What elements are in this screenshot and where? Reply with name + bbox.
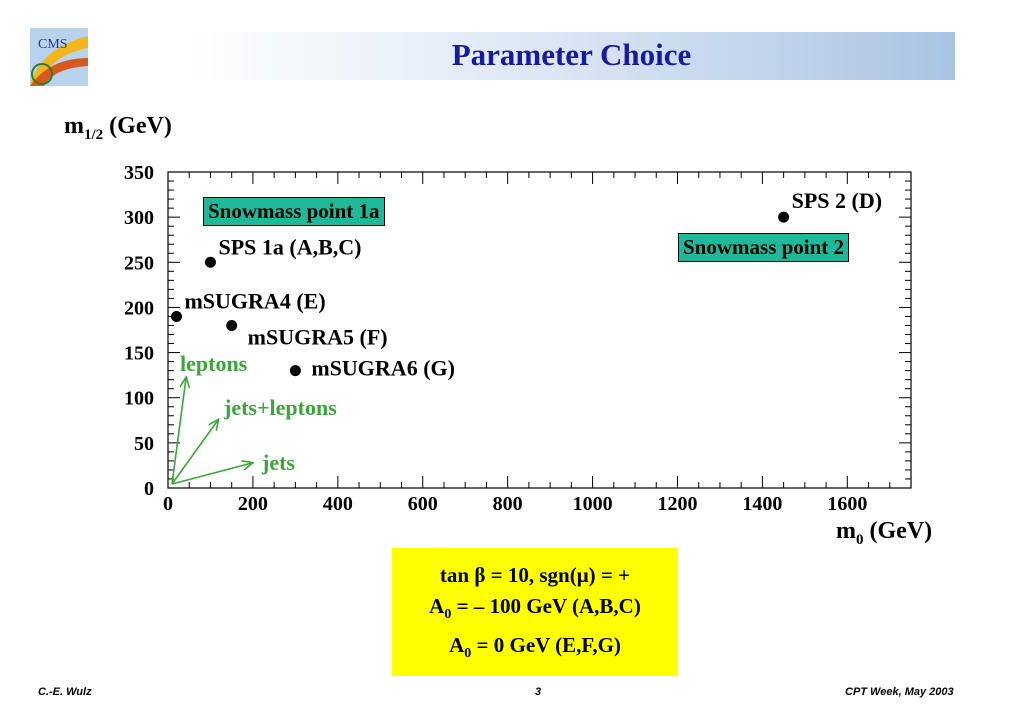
- data-point: [204, 256, 216, 268]
- y-tick-label: 250: [124, 252, 154, 274]
- footer-author: C.-E. Wulz: [38, 686, 92, 698]
- data-point-label: SPS 2 (D): [792, 188, 882, 213]
- data-point-label: mSUGRA4 (E): [184, 288, 325, 313]
- signature-arrow-label: jets: [261, 450, 295, 475]
- param-line-1: tan β = 10, sgn(μ) = +: [439, 563, 631, 587]
- snowmass-1a-box: Snowmass point 1a: [203, 197, 385, 226]
- y-tick-label: 300: [124, 207, 154, 229]
- y-tick-label: 0: [144, 478, 154, 500]
- x-tick-label: 1000: [573, 493, 613, 515]
- x-tick-label: 400: [323, 493, 353, 515]
- signature-arrow: [171, 378, 186, 485]
- param-line-3: A0 = 0 GeV (E,F,G): [449, 633, 621, 662]
- signature-arrow-label: jets+leptons: [223, 395, 337, 420]
- y-tick-label: 350: [124, 162, 154, 184]
- title-bar: [188, 32, 955, 80]
- x-tick-label: 1400: [742, 493, 782, 515]
- x-tick-label: 600: [408, 493, 438, 515]
- svg-text:CMS: CMS: [38, 37, 68, 52]
- x-axis-label: m0 (GeV): [836, 518, 933, 548]
- tick-marks: [167, 171, 912, 489]
- signature-arrow: [171, 463, 252, 485]
- footer-page-number: 3: [535, 686, 542, 698]
- snowmass-2-box: Snowmass point 2: [678, 233, 850, 262]
- data-point: [778, 211, 790, 223]
- y-tick-label: 150: [124, 343, 154, 365]
- slide-title: Parameter Choice: [451, 37, 692, 72]
- y-axis-label: m1/2 (GeV): [64, 113, 172, 143]
- plot-frame: [167, 171, 912, 489]
- y-tick-label: 100: [124, 388, 154, 410]
- param-line-2: A0 = – 100 GeV (A,B,C): [429, 594, 641, 623]
- data-point: [170, 310, 182, 322]
- x-tick-label: 1600: [827, 493, 867, 515]
- x-tick-label: 800: [493, 493, 523, 515]
- signature-arrow: [171, 420, 218, 485]
- x-tick-label: 200: [238, 493, 268, 515]
- data-point-label: mSUGRA5 (F): [248, 324, 388, 349]
- tick-labels: 0 200 400 600 800 1000 1200 1400 1600 0 50 100 150 20…: [124, 162, 867, 515]
- data-point: [226, 319, 238, 331]
- data-point: [289, 365, 301, 377]
- cms-logo: CMS: [30, 28, 88, 86]
- x-tick-label: 0: [163, 493, 173, 515]
- signature-arrows: leptons jets+leptons jets: [171, 351, 337, 485]
- y-tick-label: 50: [134, 433, 154, 455]
- footer-event: CPT Week, May 2003: [845, 686, 954, 698]
- parameter-box: tan β = 10, sgn(μ) = + A0 = – 100 GeV (A…: [392, 548, 678, 676]
- data-point-label: mSUGRA6 (G): [311, 356, 455, 381]
- y-tick-label: 200: [124, 297, 154, 319]
- data-point-label: SPS 1a (A,B,C): [218, 234, 361, 259]
- signature-arrow-label: leptons: [180, 351, 248, 376]
- data-points: SPS 1a (A,B,C) mSUGRA4 (E) mSUGRA5 (F) mSUG…: [170, 188, 882, 381]
- x-tick-label: 1200: [657, 493, 697, 515]
